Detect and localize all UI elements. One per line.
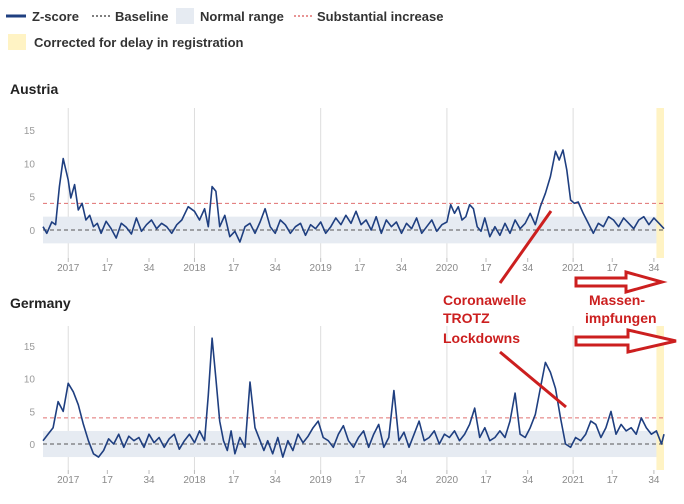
x-tick-label-34: 34 bbox=[270, 263, 282, 274]
x-tick-label-34: 34 bbox=[396, 475, 408, 486]
x-tick-label-2021: 2021 bbox=[562, 475, 585, 486]
x-tick-label-17: 17 bbox=[607, 475, 619, 486]
annotation-coronawelle-line3: Lockdowns bbox=[443, 330, 520, 346]
x-tick-label-17: 17 bbox=[102, 263, 114, 274]
x-tick-label-34: 34 bbox=[396, 263, 408, 274]
x-tick-label-2020: 2020 bbox=[436, 475, 459, 486]
x-tick-label-17: 17 bbox=[607, 263, 619, 274]
annotation-coronawelle-line2: TROTZ bbox=[443, 310, 490, 326]
legend: Z-score Baseline Normal range Substantia… bbox=[6, 8, 443, 50]
y-tick-label-0: 0 bbox=[29, 440, 35, 451]
x-tick-label-34: 34 bbox=[522, 263, 534, 274]
legend-baseline-label: Baseline bbox=[115, 9, 168, 24]
x-tick-label-2017: 2017 bbox=[57, 263, 80, 274]
x-tick-label-2020: 2020 bbox=[436, 263, 459, 274]
y-tick-label-5: 5 bbox=[29, 193, 35, 204]
y-tick-label-15: 15 bbox=[24, 126, 36, 137]
legend-normal-swatch bbox=[176, 8, 194, 24]
germany-panel: 0 5 10 15 2017 17 34 2018 17 34 2019 17 34 2020 17 34 20… bbox=[24, 326, 665, 486]
x-tick-label-34: 34 bbox=[648, 475, 660, 486]
x-tick-label-17: 17 bbox=[480, 475, 492, 486]
annotation-hollow-arrow-bottom bbox=[574, 328, 677, 354]
annotations-overlay: Coronawelle TROTZ Lockdowns Massen- impf… bbox=[443, 210, 677, 409]
y-tick-label-5: 5 bbox=[29, 407, 35, 418]
annotation-hollow-arrow-top bbox=[574, 270, 668, 294]
x-tick-label-34: 34 bbox=[143, 475, 155, 486]
annotation-arrow-line-austria bbox=[498, 210, 553, 284]
x-tick-label-2021: 2021 bbox=[562, 263, 585, 274]
panel-title-germany: Germany bbox=[10, 295, 71, 311]
x-tick-label-17: 17 bbox=[228, 475, 240, 486]
panel-title-austria: Austria bbox=[10, 81, 58, 97]
legend-substantial-label: Substantial increase bbox=[317, 9, 443, 24]
x-tick-label-17: 17 bbox=[228, 263, 240, 274]
y-tick-label-10: 10 bbox=[24, 375, 36, 386]
x-tick-label-17: 17 bbox=[354, 475, 366, 486]
x-tick-label-2018: 2018 bbox=[183, 263, 206, 274]
x-tick-label-34: 34 bbox=[522, 475, 534, 486]
y-tick-label-15: 15 bbox=[24, 342, 36, 353]
legend-corrected-label: Corrected for delay in registration bbox=[34, 35, 244, 50]
x-tick-label-2019: 2019 bbox=[310, 475, 333, 486]
x-tick-label-2019: 2019 bbox=[310, 263, 333, 274]
austria-panel: 0 5 10 15 2017 17 34 2018 17 34 2019 17 34 2020 17 34 20… bbox=[24, 108, 665, 274]
y-tick-label-10: 10 bbox=[24, 159, 36, 170]
x-tick-label-17: 17 bbox=[354, 263, 366, 274]
x-tick-label-2018: 2018 bbox=[183, 475, 206, 486]
zscore-series-line bbox=[42, 337, 665, 458]
x-tick-label-34: 34 bbox=[143, 263, 155, 274]
x-tick-label-2017: 2017 bbox=[57, 475, 80, 486]
annotation-massen-line1: Massen- bbox=[589, 292, 645, 308]
x-tick-label-34: 34 bbox=[648, 263, 660, 274]
y-tick-label-0: 0 bbox=[29, 226, 35, 237]
annotation-massen-line2: impfungen bbox=[585, 310, 657, 326]
corrected-delay-band bbox=[656, 326, 664, 470]
x-tick-label-34: 34 bbox=[270, 475, 282, 486]
corrected-delay-band bbox=[656, 108, 664, 258]
legend-corrected-swatch bbox=[8, 34, 26, 50]
legend-normal-label: Normal range bbox=[200, 9, 284, 24]
annotation-coronawelle-line1: Coronawelle bbox=[443, 292, 526, 308]
x-tick-label-17: 17 bbox=[102, 475, 114, 486]
annotation-arrow-line-germany bbox=[499, 350, 567, 409]
legend-zscore-label: Z-score bbox=[32, 9, 79, 24]
zscore-series-line bbox=[42, 149, 665, 243]
x-tick-label-17: 17 bbox=[480, 263, 492, 274]
